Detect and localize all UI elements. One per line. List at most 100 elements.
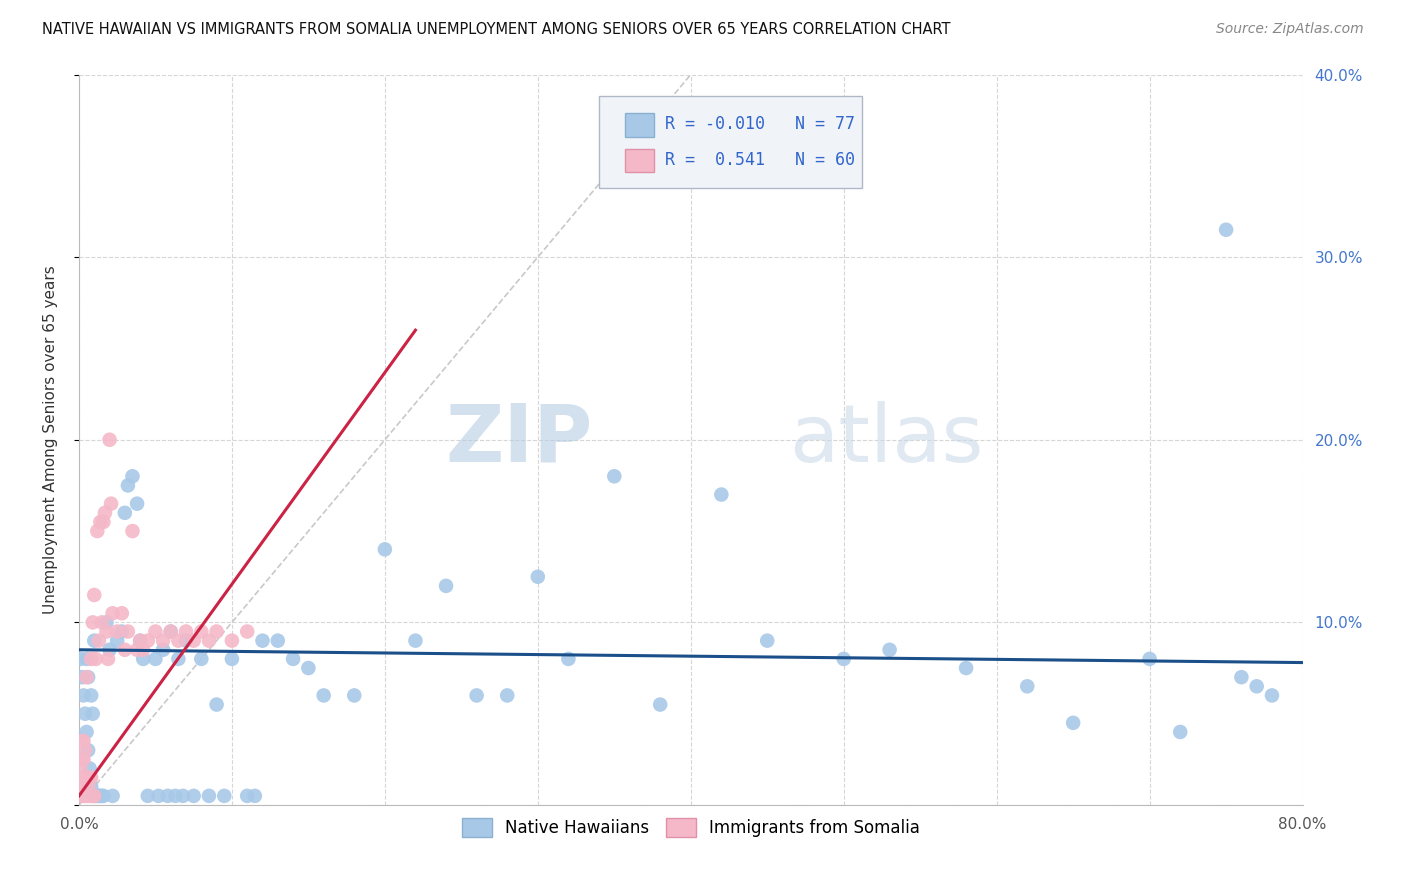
Point	[148, 789, 170, 803]
Point	[125, 642, 148, 657]
Point	[1246, 679, 1268, 693]
Point	[76, 670, 98, 684]
Point	[832, 652, 855, 666]
Point	[70, 771, 93, 785]
Point	[174, 633, 197, 648]
Point	[214, 789, 236, 803]
Point	[879, 642, 901, 657]
Point	[557, 652, 579, 666]
Point	[93, 789, 115, 803]
Point	[1017, 679, 1039, 693]
Point	[125, 497, 148, 511]
Point	[77, 743, 100, 757]
Point	[75, 771, 97, 785]
Point	[603, 469, 626, 483]
Point	[132, 642, 155, 657]
Point	[343, 689, 366, 703]
Point	[96, 624, 118, 639]
Point	[496, 689, 519, 703]
Point	[167, 652, 190, 666]
Text: ZIP: ZIP	[446, 401, 593, 479]
Point	[70, 670, 93, 684]
Point	[75, 706, 97, 721]
Point	[152, 633, 174, 648]
Point	[72, 734, 94, 748]
Point	[650, 698, 672, 712]
FancyBboxPatch shape	[624, 113, 654, 136]
Point	[1261, 689, 1284, 703]
Point	[1215, 223, 1237, 237]
Point	[100, 497, 122, 511]
Point	[190, 652, 212, 666]
Point	[156, 789, 179, 803]
Point	[90, 615, 112, 630]
Point	[111, 607, 134, 621]
FancyBboxPatch shape	[624, 149, 654, 172]
Point	[167, 633, 190, 648]
Point	[82, 615, 104, 630]
Point	[121, 524, 143, 538]
Point	[183, 789, 205, 803]
Point	[236, 624, 259, 639]
Point	[90, 789, 112, 803]
Point	[69, 652, 91, 666]
Point	[77, 670, 100, 684]
Point	[89, 789, 111, 803]
Point	[174, 624, 197, 639]
Point	[79, 762, 101, 776]
Point	[80, 771, 103, 785]
Point	[221, 652, 243, 666]
Text: R =  0.541   N = 60: R = 0.541 N = 60	[665, 151, 855, 169]
Point	[80, 689, 103, 703]
Point	[312, 689, 335, 703]
Point	[236, 789, 259, 803]
Point	[84, 652, 107, 666]
Point	[205, 698, 228, 712]
Point	[243, 789, 266, 803]
Point	[710, 487, 733, 501]
Point	[72, 689, 94, 703]
Point	[98, 642, 121, 657]
Point	[96, 615, 118, 630]
Point	[87, 789, 110, 803]
Text: R = -0.010   N = 77: R = -0.010 N = 77	[665, 115, 855, 134]
Point	[117, 478, 139, 492]
Point	[114, 642, 136, 657]
Point	[83, 789, 105, 803]
Point	[72, 771, 94, 785]
Point	[83, 588, 105, 602]
Point	[129, 633, 152, 648]
Point	[76, 789, 98, 803]
Point	[190, 624, 212, 639]
Point	[252, 633, 274, 648]
Point	[955, 661, 977, 675]
Point	[198, 789, 221, 803]
Point	[105, 633, 128, 648]
Point	[267, 633, 290, 648]
Point	[76, 652, 98, 666]
Point	[756, 633, 779, 648]
Point	[82, 789, 104, 803]
Point	[70, 752, 93, 766]
Point	[70, 734, 93, 748]
Point	[159, 624, 181, 639]
Point	[80, 780, 103, 794]
Point	[98, 433, 121, 447]
Point	[121, 469, 143, 483]
Point	[205, 624, 228, 639]
Point	[198, 633, 221, 648]
Point	[70, 789, 93, 803]
Point	[77, 789, 100, 803]
Point	[83, 633, 105, 648]
Point	[1062, 715, 1084, 730]
Point	[114, 506, 136, 520]
Point	[80, 652, 103, 666]
Point	[1168, 725, 1191, 739]
Point	[93, 515, 115, 529]
Point	[111, 624, 134, 639]
FancyBboxPatch shape	[599, 96, 862, 187]
Point	[72, 752, 94, 766]
Point	[76, 771, 98, 785]
Point	[145, 624, 167, 639]
Point	[527, 570, 550, 584]
